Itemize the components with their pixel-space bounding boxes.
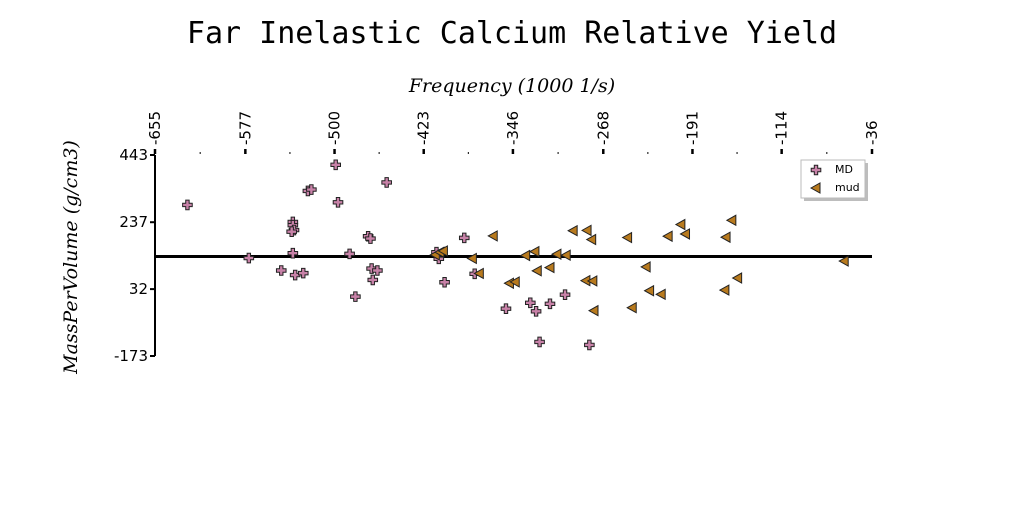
data-point-mud bbox=[731, 272, 743, 284]
x-axis-title: Frequency (1000 1/s) bbox=[408, 75, 615, 97]
data-point-md bbox=[350, 291, 361, 302]
x-tick-label: -191 bbox=[683, 111, 701, 145]
data-point-mud bbox=[838, 255, 849, 267]
data-point-mud bbox=[587, 304, 599, 317]
x-tick-label: -500 bbox=[326, 111, 344, 145]
x-tick-label: -346 bbox=[504, 111, 522, 145]
data-point-md bbox=[297, 267, 309, 279]
data-points bbox=[182, 159, 849, 351]
data-point-md bbox=[584, 339, 595, 351]
data-point-mud bbox=[655, 288, 666, 301]
data-point-md bbox=[330, 159, 341, 171]
x-tick-label: -268 bbox=[594, 111, 612, 145]
data-point-mud bbox=[550, 248, 562, 261]
data-point-md bbox=[559, 289, 571, 300]
data-point-mud bbox=[543, 261, 555, 274]
x-axis: -655 -577 -500 -423 -346 -268 -191 -114 -36 bbox=[146, 111, 881, 154]
data-point-mud bbox=[626, 301, 637, 314]
y-tick-label: 237 bbox=[119, 213, 148, 231]
data-point-mud bbox=[643, 284, 655, 297]
data-point-mud bbox=[585, 233, 597, 246]
legend-label-mud: mud bbox=[835, 181, 860, 194]
data-point-md bbox=[458, 232, 470, 244]
x-tick-label: -423 bbox=[415, 111, 433, 145]
x-tick-label: -114 bbox=[773, 111, 791, 145]
data-point-md bbox=[372, 265, 383, 276]
y-tick-label: -173 bbox=[114, 347, 148, 365]
data-point-mud bbox=[473, 267, 484, 280]
data-point-mud bbox=[567, 224, 578, 237]
data-point-md bbox=[275, 265, 287, 276]
data-point-md bbox=[439, 276, 450, 288]
y-axis: 443 237 32 -173 bbox=[114, 146, 156, 365]
data-point-mud bbox=[466, 252, 477, 265]
y-tick-label: 443 bbox=[119, 146, 148, 164]
data-point-mud bbox=[720, 231, 731, 244]
chart-title: Far Inelastic Calcium Relative Yield bbox=[187, 16, 837, 51]
data-point-mud bbox=[528, 245, 540, 258]
data-point-md bbox=[332, 197, 344, 208]
data-point-mud bbox=[621, 231, 633, 244]
data-point-mud bbox=[437, 245, 448, 257]
data-point-md bbox=[530, 305, 542, 317]
data-point-mud bbox=[662, 230, 673, 243]
data-point-md bbox=[524, 297, 536, 309]
data-point-mud bbox=[581, 224, 592, 237]
data-point-mud bbox=[531, 264, 542, 277]
data-point-md bbox=[366, 263, 377, 274]
data-point-md bbox=[289, 269, 301, 281]
data-point-mud bbox=[560, 249, 571, 262]
data-point-md bbox=[367, 274, 379, 286]
data-point-md bbox=[286, 226, 297, 237]
legend-box bbox=[800, 159, 866, 199]
data-point-md bbox=[182, 199, 193, 211]
legend-marker-md bbox=[810, 164, 822, 176]
data-point-md bbox=[287, 247, 299, 259]
data-point-mud bbox=[519, 249, 531, 262]
data-point-mud bbox=[725, 214, 737, 227]
legend-label-md: MD bbox=[835, 163, 853, 176]
data-point-md bbox=[306, 184, 317, 195]
data-point-md bbox=[381, 177, 392, 188]
legend-marker-mud bbox=[809, 182, 821, 194]
data-point-mud bbox=[679, 228, 691, 240]
legend-marker-mud-shape bbox=[809, 182, 821, 194]
data-point-mud bbox=[674, 218, 686, 231]
y-axis-title: MassPerVolume (g/cm3) bbox=[60, 140, 82, 375]
data-point-mud bbox=[509, 276, 520, 288]
data-point-md bbox=[365, 233, 376, 244]
data-point-mud bbox=[640, 261, 651, 273]
data-point-md bbox=[544, 298, 556, 310]
data-point-mud bbox=[586, 275, 598, 287]
x-tick-label: -577 bbox=[236, 111, 254, 145]
x-tick-label: -655 bbox=[146, 111, 164, 145]
data-point-md bbox=[243, 252, 255, 264]
data-point-mud bbox=[718, 284, 730, 296]
legend: MD mud bbox=[800, 159, 868, 201]
legend-marker-md-shape bbox=[810, 164, 822, 176]
data-point-md bbox=[500, 303, 512, 314]
data-point-mud bbox=[487, 230, 498, 242]
data-point-md bbox=[344, 248, 355, 260]
x-tick-label: -36 bbox=[863, 121, 881, 146]
y-tick-label: 32 bbox=[129, 280, 148, 298]
data-point-md bbox=[534, 336, 545, 348]
